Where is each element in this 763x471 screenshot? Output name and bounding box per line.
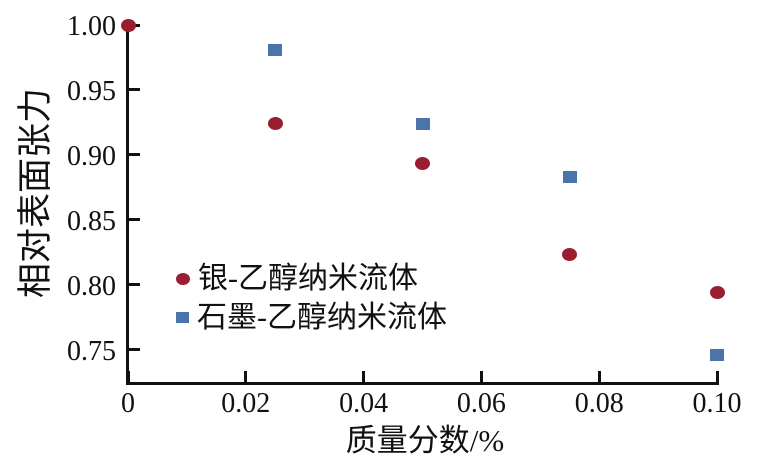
y-tick-label: 0.90 [67, 140, 116, 172]
data-point-square [415, 117, 430, 130]
square-marker-icon [176, 312, 189, 323]
x-tick-label: 0.06 [456, 388, 506, 419]
y-tick-label: 0.95 [67, 75, 116, 107]
legend: 银-乙醇纳米流体 石墨-乙醇纳米流体 [176, 259, 447, 337]
x-tick [362, 371, 366, 382]
data-point-square [562, 170, 577, 183]
y-axis-line [126, 25, 129, 385]
legend-label-silver: 银-乙醇纳米流体 [198, 262, 418, 295]
x-tick-label: 0 [121, 388, 135, 419]
x-axis-title: 质量分数/% [345, 423, 505, 458]
plot-area: 1.00 0.95 0.90 0.85 0.80 0.75 0 0.02 0.04 0.06 0.0… [67, 12, 742, 419]
legend-item-silver: 银-乙醇纳米流体 [176, 259, 447, 298]
data-point-square [710, 348, 724, 361]
y-tick [129, 153, 140, 157]
x-tick [715, 371, 719, 382]
y-tick [129, 283, 140, 287]
x-tick [479, 371, 483, 382]
x-tick-label: 0.02 [221, 388, 271, 419]
x-tick [597, 371, 601, 382]
x-tick-label: 0.08 [574, 388, 624, 419]
data-point-circle [415, 157, 430, 171]
x-tick-label: 0.10 [692, 388, 742, 419]
y-tick-label: 0.75 [67, 335, 116, 367]
x-tick-label: 0.04 [339, 388, 389, 419]
data-point-square [268, 43, 283, 56]
data-point-circle [120, 18, 136, 32]
y-tick-label: 0.85 [67, 205, 116, 237]
y-tick-label: 1.00 [67, 11, 116, 42]
legend-item-graphite: 石墨-乙醇纳米流体 [176, 298, 447, 337]
circle-marker-icon [176, 272, 190, 285]
x-tick [244, 371, 248, 382]
y-tick [129, 348, 140, 352]
x-tick [126, 371, 130, 382]
data-point-circle [562, 248, 578, 262]
data-point-circle [267, 117, 283, 131]
y-tick [129, 218, 140, 222]
x-axis-line [126, 382, 719, 385]
y-tick [129, 88, 140, 92]
y-tick-label: 0.80 [67, 270, 116, 302]
data-point-circle [709, 285, 725, 299]
legend-label-graphite: 石墨-乙醇纳米流体 [197, 301, 447, 334]
